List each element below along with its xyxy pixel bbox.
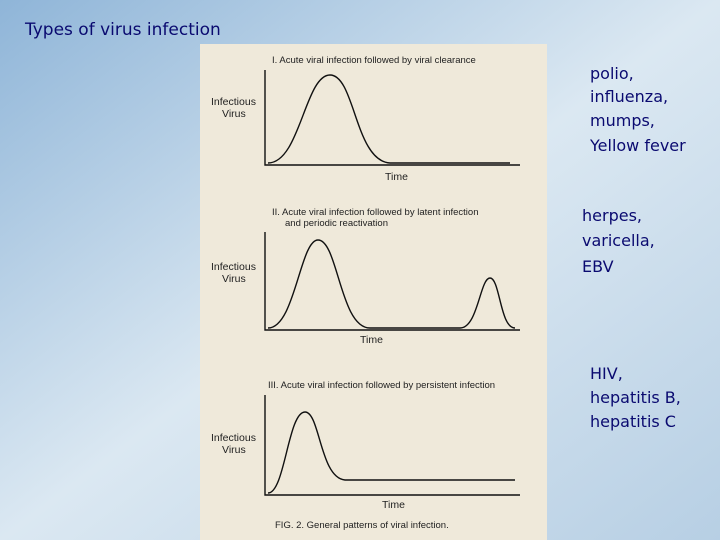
example-text: influenza, [590, 87, 668, 106]
example-text: hepatitis B, [590, 388, 681, 407]
panel-title: and periodic reactivation [285, 218, 388, 229]
figure-paper [200, 44, 547, 540]
slide-title: Types of virus infection [24, 20, 221, 40]
x-label: Time [385, 171, 408, 183]
axes [264, 395, 520, 496]
figure-caption: FIG. 2. General patterns of viral infect… [275, 520, 449, 531]
y-label: Infectious [211, 261, 256, 273]
y-label: Virus [222, 273, 246, 285]
panel-title: I. Acute viral infection followed by vir… [272, 55, 476, 66]
axes [264, 232, 520, 331]
example-text: varicella, [582, 231, 655, 250]
x-label: Time [382, 499, 405, 511]
curve [267, 411, 515, 494]
examples: polio, influenza, mumps, Yellow fever he… [582, 64, 686, 431]
y-label: Infectious [211, 96, 256, 108]
curve [267, 74, 510, 164]
y-label: Virus [222, 108, 246, 120]
figure: I. Acute viral infection followed by vir… [200, 44, 547, 540]
x-label: Time [360, 334, 383, 346]
example-text: EBV [582, 257, 614, 276]
example-text: hepatitis C [590, 412, 676, 431]
panel-title: III. Acute viral infection followed by p… [268, 380, 495, 391]
example-text: polio, [590, 64, 634, 83]
panel-title: II. Acute viral infection followed by la… [272, 207, 478, 218]
example-text: Yellow fever [589, 136, 686, 155]
example-text: herpes, [582, 206, 642, 225]
example-text: mumps, [590, 111, 655, 130]
axes [264, 70, 520, 166]
curve [267, 239, 516, 329]
y-label: Infectious [211, 432, 256, 444]
y-label: Virus [222, 444, 246, 456]
example-text: HIV, [590, 364, 623, 383]
figure-curves [264, 70, 520, 496]
